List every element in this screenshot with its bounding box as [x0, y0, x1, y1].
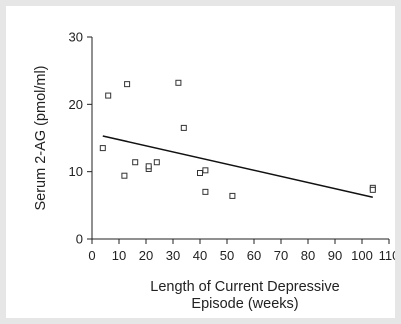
x-tick-label: 50	[220, 248, 234, 263]
ticks-layer: 0 10 20 30 0 10 20 30 40 50 60 70 80 90 100 110	[69, 30, 395, 264]
data-point	[145, 163, 152, 170]
data-point	[121, 172, 128, 179]
x-tick-label: 70	[274, 248, 288, 263]
data-point	[180, 124, 187, 131]
y-tick-label: 20	[69, 97, 83, 112]
x-tick-label: 20	[139, 248, 153, 263]
data-point	[197, 170, 203, 177]
data-point	[99, 145, 106, 152]
y-tick-label: 0	[76, 232, 83, 247]
data-point	[105, 92, 112, 99]
y-tick-label: 30	[69, 30, 83, 45]
scatter-chart: 0 10 20 30 0 10 20 30 40 50 60 70 80 90 100 110 Serum 2…	[33, 30, 395, 313]
x-axis-label-line-2: Episode (weeks)	[191, 296, 298, 312]
x-tick-label: 10	[112, 248, 126, 263]
data-point	[175, 79, 182, 86]
data-point	[369, 186, 376, 193]
data-point	[202, 167, 209, 174]
x-tick-label: 100	[351, 248, 373, 263]
regression-line	[102, 135, 373, 198]
points-layer	[99, 79, 376, 199]
data-point	[202, 188, 209, 195]
y-tick-label: 10	[69, 164, 83, 179]
x-tick-label: 110	[379, 248, 395, 263]
x-tick-label: 90	[328, 248, 342, 263]
data-point	[153, 159, 160, 166]
x-tick-label: 80	[301, 248, 315, 263]
x-tick-label: 60	[247, 248, 261, 263]
y-axis-label: Serum 2-AG (pmol/ml)	[33, 65, 49, 210]
x-axis-label-line-1: Length of Current Depressive	[150, 279, 339, 295]
x-tick-label: 40	[193, 248, 207, 263]
data-point	[124, 81, 131, 88]
chart-panel: 0 10 20 30 0 10 20 30 40 50 60 70 80 90 100 110 Serum 2…	[6, 6, 395, 318]
x-tick-label: 0	[88, 248, 95, 263]
data-point	[229, 192, 236, 199]
x-tick-label: 30	[166, 248, 180, 263]
data-point	[132, 159, 139, 166]
